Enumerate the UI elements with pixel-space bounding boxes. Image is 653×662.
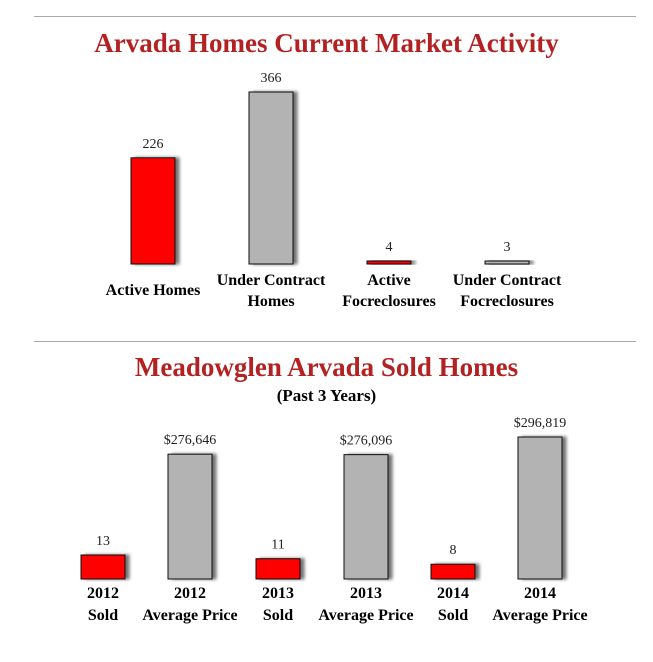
chart1-title: Arvada Homes Current Market Activity (94, 28, 559, 58)
bar-1 (248, 91, 294, 265)
category-label2-0-0: 2012 (87, 585, 119, 602)
data-label2-0: 13 (96, 534, 110, 549)
data-label2-1: $276,646 (164, 433, 217, 448)
category-label2-0-1: Sold (88, 607, 118, 624)
chart1-divider (34, 16, 636, 17)
category-label2-4-1: Sold (438, 607, 468, 624)
data-label2-3: $276,096 (340, 434, 393, 449)
category-label-0-0: Active Homes (106, 282, 201, 299)
data-label-0: 226 (143, 137, 164, 152)
category-label2-2-1: Sold (263, 607, 293, 624)
category-label2-3-0: 2013 (350, 585, 382, 602)
bar-2 (366, 260, 412, 265)
chart2-title: Meadowglen Arvada Sold Homes (134, 352, 519, 382)
category-label-2-0: Active (367, 272, 411, 289)
data-label2-2: 11 (271, 538, 284, 553)
bar2-3 (343, 454, 389, 580)
data-label2-4: 8 (450, 543, 457, 558)
bar-3 (484, 260, 530, 265)
data-label-2: 4 (386, 240, 393, 255)
bar2-0 (80, 554, 126, 580)
bar2-2 (255, 558, 301, 580)
category-label2-1-0: 2012 (174, 585, 206, 602)
bar-0 (130, 157, 176, 265)
chart2-subtitle: (Past 3 Years) (276, 386, 377, 405)
category-label2-3-1: Average Price (318, 607, 413, 624)
category-label-2-1: Focreclosures (342, 293, 436, 310)
category-label2-5-1: Average Price (492, 607, 587, 624)
chart2-divider (34, 341, 636, 342)
bar2-1 (167, 453, 213, 580)
category-label-1-0: Under Contract (217, 272, 326, 289)
data-label-3: 3 (504, 240, 511, 255)
category-label-3-0: Under Contract (453, 272, 562, 289)
data-label-1: 366 (261, 71, 282, 86)
category-label2-4-0: 2014 (437, 585, 469, 602)
category-label-3-1: Focreclosures (460, 293, 554, 310)
category-label-1-1: Homes (247, 293, 294, 310)
bar2-4 (430, 563, 476, 580)
data-label2-5: $296,819 (514, 416, 567, 431)
category-label2-1-1: Average Price (142, 607, 237, 624)
category-label2-5-0: 2014 (524, 585, 556, 602)
bar2-5 (517, 436, 563, 580)
category-label2-2-0: 2013 (262, 585, 294, 602)
